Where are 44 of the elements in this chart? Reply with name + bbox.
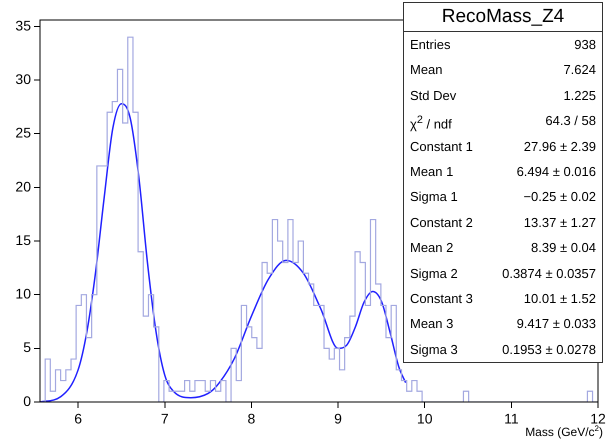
annotation: 1.225 bbox=[563, 86, 596, 105]
annotation: Constant 1 bbox=[410, 138, 473, 156]
y-tick-label: 5 bbox=[23, 339, 32, 356]
annotation: Sigma 3 bbox=[410, 340, 458, 359]
annotation: Mean 2 bbox=[410, 239, 454, 258]
annotation: −0.25 ± 0.02 bbox=[523, 188, 596, 206]
annotation: Mean 3 bbox=[410, 315, 454, 334]
annotation: 9.417 ± 0.033 bbox=[516, 315, 596, 334]
y-tick-label: 10 bbox=[15, 286, 32, 302]
annotation: 8.39 ± 0.04 bbox=[531, 239, 596, 258]
annotation: Sigma 2 bbox=[410, 264, 458, 283]
annotation: 10.01 ± 1.52 bbox=[524, 290, 596, 308]
annotation: Sigma 1 bbox=[410, 188, 458, 206]
x-tick-label: 11 bbox=[504, 410, 519, 426]
line-series bbox=[40, 102, 406, 402]
x-tick-label: 10 bbox=[416, 410, 433, 426]
x-tick-label: 7 bbox=[160, 410, 169, 426]
annotation: Entries bbox=[410, 36, 450, 54]
y-tick-label: 35 bbox=[15, 17, 32, 34]
annotation: 13.37 ± 1.27 bbox=[524, 214, 596, 232]
annotation: Mean 1 bbox=[410, 162, 454, 181]
x-tick-label: 12 bbox=[590, 410, 606, 426]
x-tick-label: 9 bbox=[334, 410, 342, 426]
annotation: 7.624 bbox=[563, 61, 596, 80]
annotation: 0.3874 ± 0.0357 bbox=[502, 264, 596, 283]
y-tick-label: 15 bbox=[15, 232, 32, 248]
x-tick-label: 8 bbox=[248, 410, 256, 426]
y-tick-label: 30 bbox=[15, 70, 32, 87]
y-tick-label: 20 bbox=[15, 178, 32, 194]
x-axis-title: Mass (GeV/c$^{2}$) bbox=[525, 424, 603, 439]
annotation: Std Dev bbox=[410, 86, 456, 105]
chart-title: RecoMass_Z4 bbox=[404, 3, 602, 32]
y-tick-label: 0 bbox=[23, 392, 32, 409]
annotation: Constant 3 bbox=[410, 290, 473, 308]
annotation: 27.96 ± 2.39 bbox=[524, 138, 596, 156]
annotation: χ$^{2}$ / ndf bbox=[410, 113, 452, 134]
x-tick-label: 6 bbox=[74, 410, 82, 426]
annotation: Mean bbox=[410, 61, 443, 80]
annotation: 0.1953 ± 0.0278 bbox=[502, 340, 596, 359]
annotation: 938 bbox=[574, 36, 596, 54]
annotation: 6.494 ± 0.016 bbox=[516, 162, 596, 181]
annotation: 64.3 / 58 bbox=[545, 112, 596, 130]
annotation: Constant 2 bbox=[410, 214, 473, 232]
y-tick-label: 25 bbox=[15, 124, 32, 141]
